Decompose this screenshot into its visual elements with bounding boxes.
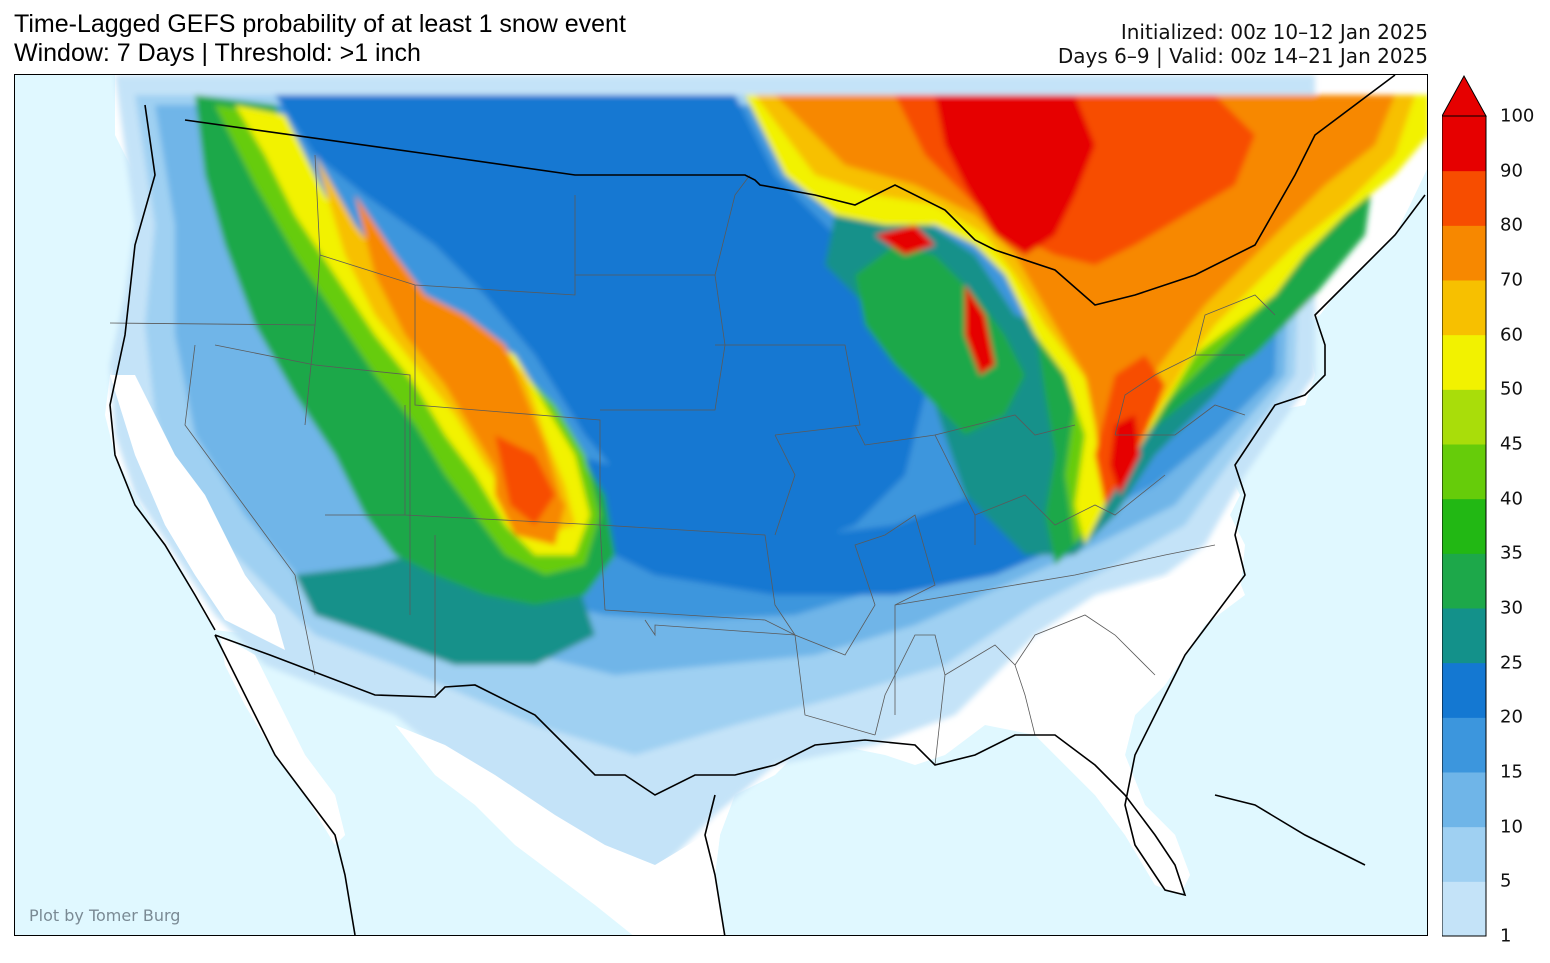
national-borders (109, 75, 1426, 935)
gulf-coast (774, 194, 1426, 897)
mexico-border (214, 634, 776, 796)
baja-coast (214, 634, 356, 935)
colorbar-swatch (1442, 498, 1486, 554)
colorbar-swatch (1442, 116, 1486, 172)
colorbar-frame (1441, 115, 1487, 937)
run-info: Initialized: 00z 10–12 Jan 2025 Days 6–9… (1058, 20, 1428, 68)
colorbar: 1 5 10 15 20 25 30 35 40 45 50 60 70 80 90 100 (1441, 74, 1542, 947)
map-subtitle: Window: 7 Days | Threshold: >1 inch (14, 39, 421, 67)
colorbar-swatch (1442, 717, 1486, 773)
colorbar-swatch (1442, 389, 1486, 445)
colorbar-swatch (1442, 553, 1486, 609)
valid-label: Days 6–9 | Valid: 00z 14–21 Jan 2025 (1057, 44, 1428, 68)
colorbar-swatch (1442, 225, 1486, 281)
west-coast (109, 104, 216, 631)
colorbar-tick-label: 35 (1500, 542, 1523, 564)
title-block: Time-Lagged GEFS probability of at least… (14, 10, 626, 68)
cuba-coast (1214, 794, 1366, 866)
plot-credit: Plot by Tomer Burg (29, 906, 181, 925)
colorbar-tick-label: 5 (1500, 870, 1512, 892)
colorbar-swatch (1442, 280, 1486, 336)
colorbar-tick-label: 60 (1500, 324, 1523, 346)
map-title: Time-Lagged GEFS probability of at least… (14, 10, 626, 38)
snow-probability-map (15, 75, 1427, 935)
colorbar-extend-arrow (1441, 74, 1487, 117)
colorbar-tick-label: 30 (1500, 597, 1523, 619)
colorbar-swatch (1442, 881, 1486, 937)
colorbar-tick-label: 15 (1500, 761, 1523, 783)
colorbar-swatch (1442, 608, 1486, 664)
colorbar-tick-label: 40 (1500, 488, 1523, 510)
zero-probability-areas (110, 375, 1245, 935)
state-borders (109, 154, 1276, 766)
mexico-gulf-coast (704, 794, 726, 935)
colorbar-tick-label: 80 (1500, 214, 1523, 236)
colorbar-tick-label: 90 (1500, 160, 1523, 182)
colorbar-swatch (1442, 826, 1486, 882)
colorbar-tick-label: 1 (1500, 925, 1512, 947)
colorbar-tick-label: 25 (1500, 652, 1523, 674)
colorbar-swatch (1442, 772, 1486, 828)
initialized-label: Initialized: 00z 10–12 Jan 2025 (1120, 20, 1428, 44)
colorbar-swatch (1442, 170, 1486, 226)
colorbar-swatch (1442, 444, 1486, 500)
colorbar-swatch (1442, 334, 1486, 390)
colorbar-tick-label: 70 (1500, 269, 1523, 291)
colorbar-tick-label: 100 (1500, 105, 1535, 127)
map-panel: Plot by Tomer Burg (14, 74, 1428, 936)
colorbar-tick-label: 20 (1500, 706, 1523, 728)
canada-border (184, 75, 1396, 306)
colorbar-tick-label: 45 (1500, 433, 1523, 455)
colorbar-tick-label: 10 (1500, 816, 1523, 838)
colorbar-swatches (1441, 74, 1487, 937)
colorbar-swatch (1442, 662, 1486, 718)
colorbar-tick-label: 50 (1500, 378, 1523, 400)
